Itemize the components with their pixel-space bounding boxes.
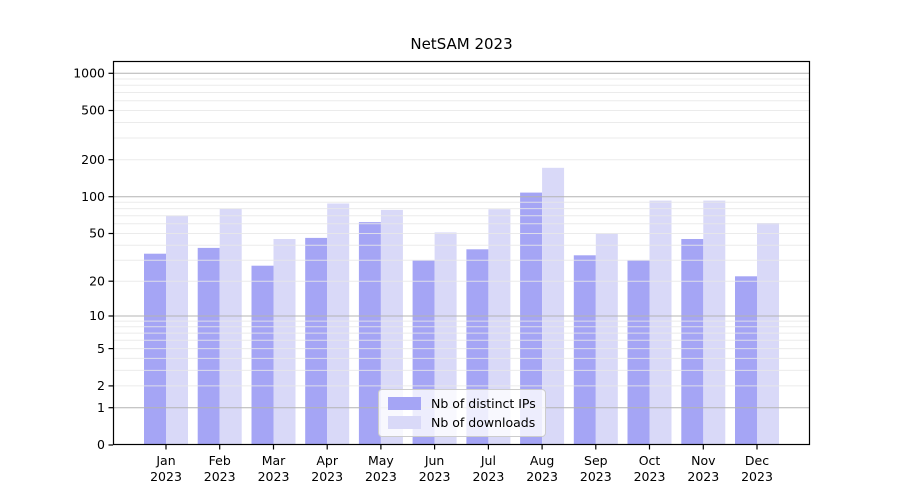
bar-nb-of-downloads-mar [273, 239, 296, 445]
bar-nb-of-distinct-ips-aug [520, 192, 543, 445]
x-tick-label-month: Aug [530, 453, 554, 468]
x-tick-label-month: Jul [480, 453, 496, 468]
y-tick-label: 50 [89, 226, 105, 241]
x-tick-label-year: 2023 [204, 469, 236, 484]
y-tick-label: 20 [89, 273, 105, 288]
x-tick-label-year: 2023 [150, 469, 182, 484]
bar-nb-of-downloads-nov [703, 200, 726, 445]
x-tick-label-month: Oct [639, 453, 661, 468]
bar-nb-of-distinct-ips-jan [144, 253, 166, 445]
bar-nb-of-distinct-ips-apr [305, 237, 328, 445]
legend-swatch-distinct-ips [388, 397, 421, 411]
x-tick-label-month: Apr [316, 453, 338, 468]
x-tick-label-month: Jun [424, 453, 445, 468]
bar-nb-of-downloads-sep [595, 233, 618, 445]
y-tick-label: 5 [97, 341, 105, 356]
x-tick-label-month: Dec [745, 453, 769, 468]
x-tick-label-month: May [368, 453, 394, 468]
legend: Nb of distinct IPs Nb of downloads [378, 389, 546, 437]
bar-nb-of-distinct-ips-nov [681, 239, 704, 445]
x-tick-label-month: Mar [262, 453, 286, 468]
chart-title: NetSAM 2023 [410, 35, 513, 53]
legend-item-downloads: Nb of downloads [388, 415, 536, 430]
bar-nb-of-distinct-ips-sep [573, 255, 596, 445]
x-tick-label-year: 2023 [526, 469, 558, 484]
y-tick-label: 2 [97, 378, 105, 393]
x-tick-label-year: 2023 [311, 469, 343, 484]
x-tick-label-year: 2023 [472, 469, 504, 484]
x-tick-label-month: Feb [209, 453, 231, 468]
x-tick-label-year: 2023 [741, 469, 773, 484]
bar-nb-of-downloads-oct [649, 200, 672, 445]
x-tick-label-month: Sep [584, 453, 608, 468]
bar-nb-of-downloads-dec [757, 223, 779, 445]
y-tick-label: 500 [81, 103, 105, 118]
bar-nb-of-distinct-ips-feb [197, 247, 220, 445]
bar-nb-of-downloads-aug [542, 167, 565, 446]
x-tick-label-month: Nov [691, 453, 716, 468]
plot-border [112, 60, 811, 446]
y-tick-label: 100 [81, 189, 105, 204]
x-tick-label-year: 2023 [258, 469, 290, 484]
x-tick-label-year: 2023 [580, 469, 612, 484]
y-tick-label: 200 [81, 152, 105, 167]
legend-item-distinct-ips: Nb of distinct IPs [388, 396, 536, 411]
bar-nb-of-downloads-jan [166, 215, 188, 445]
y-tick-label: 0 [97, 437, 105, 452]
legend-label-distinct-ips: Nb of distinct IPs [431, 396, 536, 412]
bar-nb-of-downloads-apr [327, 203, 350, 445]
x-tick-label-month: Jan [155, 453, 175, 468]
legend-label-downloads: Nb of downloads [431, 414, 536, 430]
y-tick-label: 1 [97, 400, 105, 415]
y-tick-label: 10 [89, 308, 105, 323]
legend-swatch-downloads [388, 415, 421, 429]
bar-nb-of-distinct-ips-mar [251, 265, 274, 445]
y-tick-label: 1000 [73, 66, 105, 81]
x-tick-label-year: 2023 [687, 469, 719, 484]
x-tick-label-year: 2023 [634, 469, 666, 484]
bar-nb-of-distinct-ips-dec [735, 276, 757, 445]
x-tick-label-year: 2023 [419, 469, 451, 484]
x-tick-label-year: 2023 [365, 469, 397, 484]
bar-nb-of-distinct-ips-oct [627, 260, 650, 445]
